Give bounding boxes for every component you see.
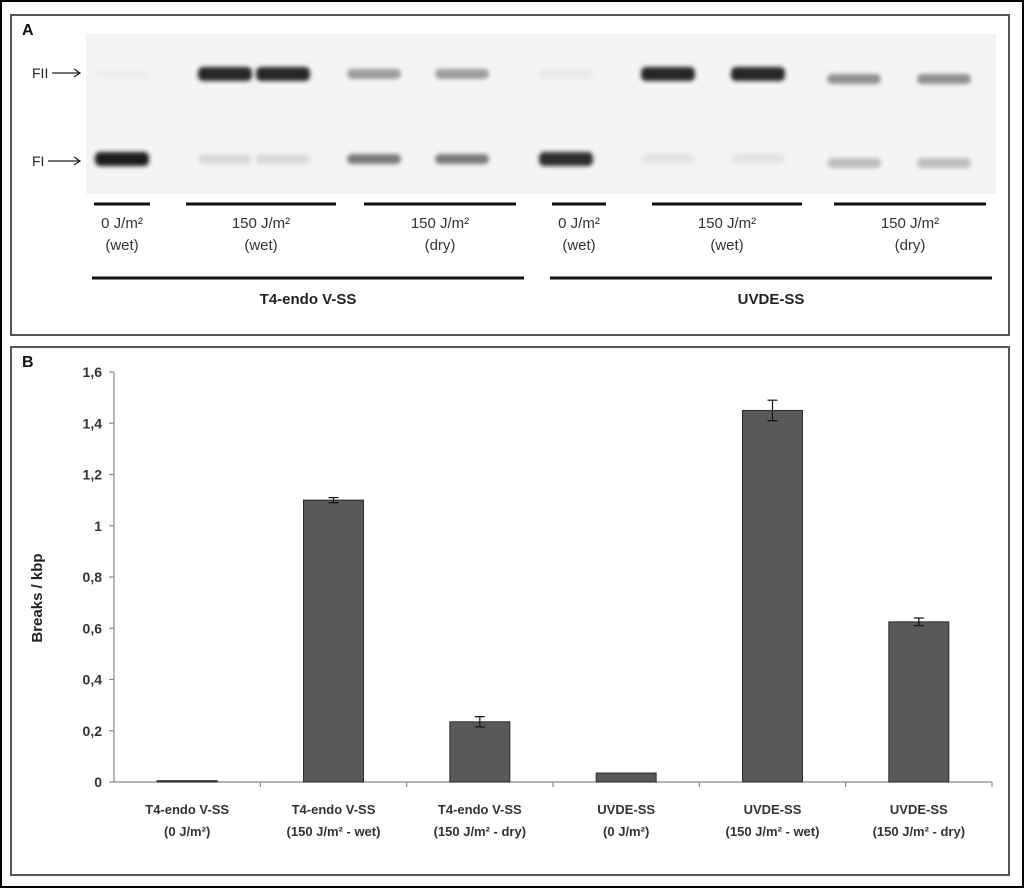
error-bar-3 <box>474 716 485 728</box>
bar-4 <box>595 772 657 783</box>
lane-group-condition-3: (dry) <box>425 237 456 254</box>
gel-band-fii-lane-9 <box>827 74 881 84</box>
enzyme-group-label-2: UVDE-SS <box>738 291 805 308</box>
x-category-sublabel-6: (150 J/m² - dry) <box>873 824 965 839</box>
gel-image: FII FI 0 J/m² (wet) 150 J/m² (wet) 150 J/m² (… <box>32 34 996 308</box>
x-category-label-1: T4-endo V-SS <box>145 802 229 817</box>
bar-1 <box>156 780 218 783</box>
lane-group-dose-5: 150 J/m² <box>698 215 756 232</box>
enzyme-group-label-1: T4-endo V-SS <box>260 291 357 308</box>
panel-a-gel: A FII FI 0 J/m² (wet) 150 J/m² (wet) 150 J/m… <box>10 14 1010 336</box>
lane-group-condition-4: (wet) <box>562 237 595 254</box>
y-tick-label: 0,8 <box>83 569 103 585</box>
x-category-sublabel-1: (0 J/m²) <box>164 824 210 839</box>
gel-band-fi-lane-8 <box>731 154 785 164</box>
bar-6 <box>888 621 950 783</box>
gel-band-fii-lane-10 <box>917 74 971 84</box>
gel-band-fi-lane-10 <box>917 158 971 168</box>
panel-b-letter: B <box>22 354 34 371</box>
lane-group-dose-3: 150 J/m² <box>411 215 469 232</box>
bar-5 <box>742 409 803 783</box>
y-tick-label: 0,6 <box>83 620 103 636</box>
gel-band-fi-lane-6 <box>539 152 593 166</box>
gel-band-fi-lane-9 <box>827 158 881 168</box>
gel-band-fii-lane-2 <box>198 67 252 81</box>
x-category-sublabel-5: (150 J/m² - wet) <box>726 824 820 839</box>
lane-group-dose-4: 0 J/m² <box>558 215 600 232</box>
y-tick-label: 0 <box>94 774 102 790</box>
x-category-label-3: T4-endo V-SS <box>438 802 522 817</box>
gel-band-fii-lane-7 <box>641 67 695 81</box>
lane-group-condition-5: (wet) <box>710 237 743 254</box>
y-tick-label: 1,6 <box>83 364 103 380</box>
lane-group-condition-1: (wet) <box>105 237 138 254</box>
gel-band-fi-lane-1 <box>95 152 149 166</box>
gel-band-fi-lane-2 <box>198 154 252 164</box>
y-tick-label: 1,4 <box>83 415 103 431</box>
x-category-sublabel-3: (150 J/m² - dry) <box>434 824 526 839</box>
lane-group-dose-1: 0 J/m² <box>101 215 143 232</box>
gel-band-fii-lane-8 <box>731 67 785 81</box>
panel-a-letter: A <box>22 22 34 39</box>
y-tick-label: 0,4 <box>83 672 103 688</box>
marker-fii-arrow-icon <box>52 68 82 78</box>
gel-band-fii-lane-4 <box>347 69 401 79</box>
x-category-sublabel-2: (150 J/m² - wet) <box>287 824 381 839</box>
y-axis-label: Breaks / kbp <box>29 553 46 642</box>
gel-background <box>86 34 996 194</box>
lane-group-dose-6: 150 J/m² <box>881 215 939 232</box>
bar-chart: 0 0,2 0,4 0,6 0,8 1 1,2 1,4 1,6 T4-endo V-SS (0 J… <box>29 364 993 839</box>
x-category-label-6: UVDE-SS <box>890 802 948 817</box>
gel-band-fii-lane-5 <box>435 69 489 79</box>
marker-fii-label: FII <box>32 65 48 81</box>
marker-fi-arrow-icon <box>48 156 82 166</box>
x-category-label-5: UVDE-SS <box>744 802 802 817</box>
gel-band-fii-lane-1 <box>95 69 149 79</box>
x-category-label-2: T4-endo V-SS <box>292 802 376 817</box>
bar-3 <box>449 721 511 783</box>
lane-group-condition-6: (dry) <box>895 237 926 254</box>
gel-band-fii-lane-6 <box>539 69 593 79</box>
gel-band-fi-lane-7 <box>641 154 695 164</box>
error-bar-5 <box>767 399 778 422</box>
x-category-sublabel-4: (0 J/m²) <box>603 824 649 839</box>
gel-band-fi-lane-3 <box>256 154 310 164</box>
lane-group-dose-2: 150 J/m² <box>232 215 290 232</box>
y-tick-label: 1 <box>94 518 102 534</box>
bar-2 <box>303 499 364 783</box>
lane-group-condition-2: (wet) <box>244 237 277 254</box>
x-category-label-4: UVDE-SS <box>597 802 655 817</box>
gel-band-fi-lane-5 <box>435 154 489 164</box>
error-bar-6 <box>913 617 924 627</box>
marker-fi-label: FI <box>32 153 44 169</box>
error-bar-2 <box>328 496 339 504</box>
y-tick-label: 1,2 <box>83 467 103 483</box>
gel-band-fi-lane-4 <box>347 154 401 164</box>
y-tick-label: 0,2 <box>83 723 103 739</box>
gel-band-fii-lane-3 <box>256 67 310 81</box>
panel-b-chart: B 0 0,2 0,4 0,6 0,8 1 1,2 1,4 1,6 T4-endo V-SS (0… <box>10 346 1010 876</box>
